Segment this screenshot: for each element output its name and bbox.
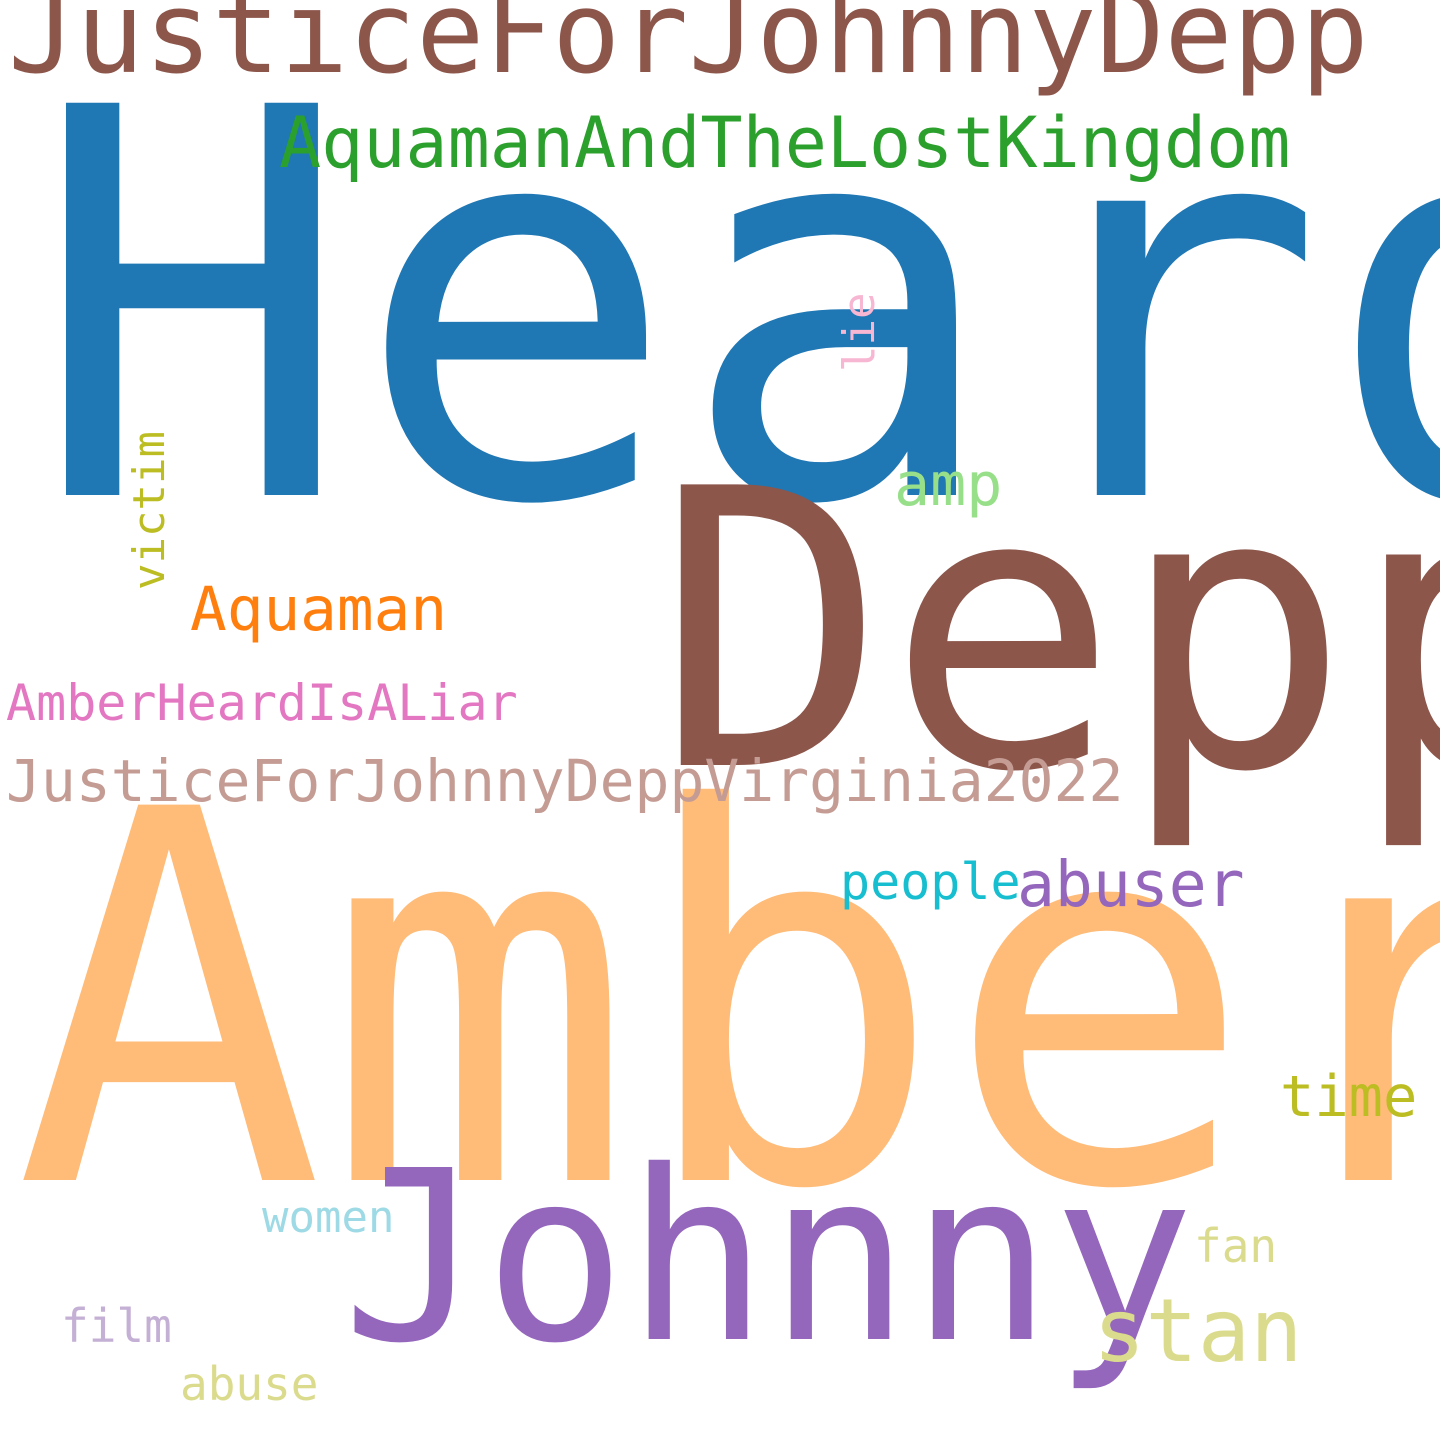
word-aquaman: Aquaman bbox=[190, 574, 448, 645]
word-abuse: abuse bbox=[180, 1357, 319, 1411]
word-stan: stan bbox=[1093, 1280, 1303, 1382]
word-amber-heard-is-a-liar: AmberHeardIsALiar bbox=[6, 674, 518, 732]
word-depp: Depp bbox=[655, 408, 1440, 856]
word-lie: lie bbox=[834, 292, 885, 372]
word-time: time bbox=[1280, 1064, 1418, 1130]
word-amp: amp bbox=[894, 450, 1003, 520]
word-abuser: abuser bbox=[1017, 848, 1245, 921]
word-justice-for-johnny-depp: JusticeForJohnnyDepp bbox=[8, 0, 1369, 99]
word-amber: Amber bbox=[14, 703, 1440, 1302]
word-heard: Heard bbox=[30, 0, 1440, 622]
word-johnny: Johnny bbox=[342, 1120, 1195, 1395]
word-justice-for-johnny-depp-virginia-2022: JusticeForJohnnyDeppVirginia2022 bbox=[6, 747, 1124, 815]
word-film: film bbox=[61, 1299, 172, 1353]
word-victim: victim bbox=[124, 431, 175, 590]
word-aquaman-and-the-lost-kingdom: AquamanAndTheLostKingdom bbox=[279, 102, 1291, 184]
word-women: women bbox=[262, 1192, 395, 1243]
word-people: people bbox=[840, 853, 1021, 911]
word-fan: fan bbox=[1194, 1219, 1278, 1273]
